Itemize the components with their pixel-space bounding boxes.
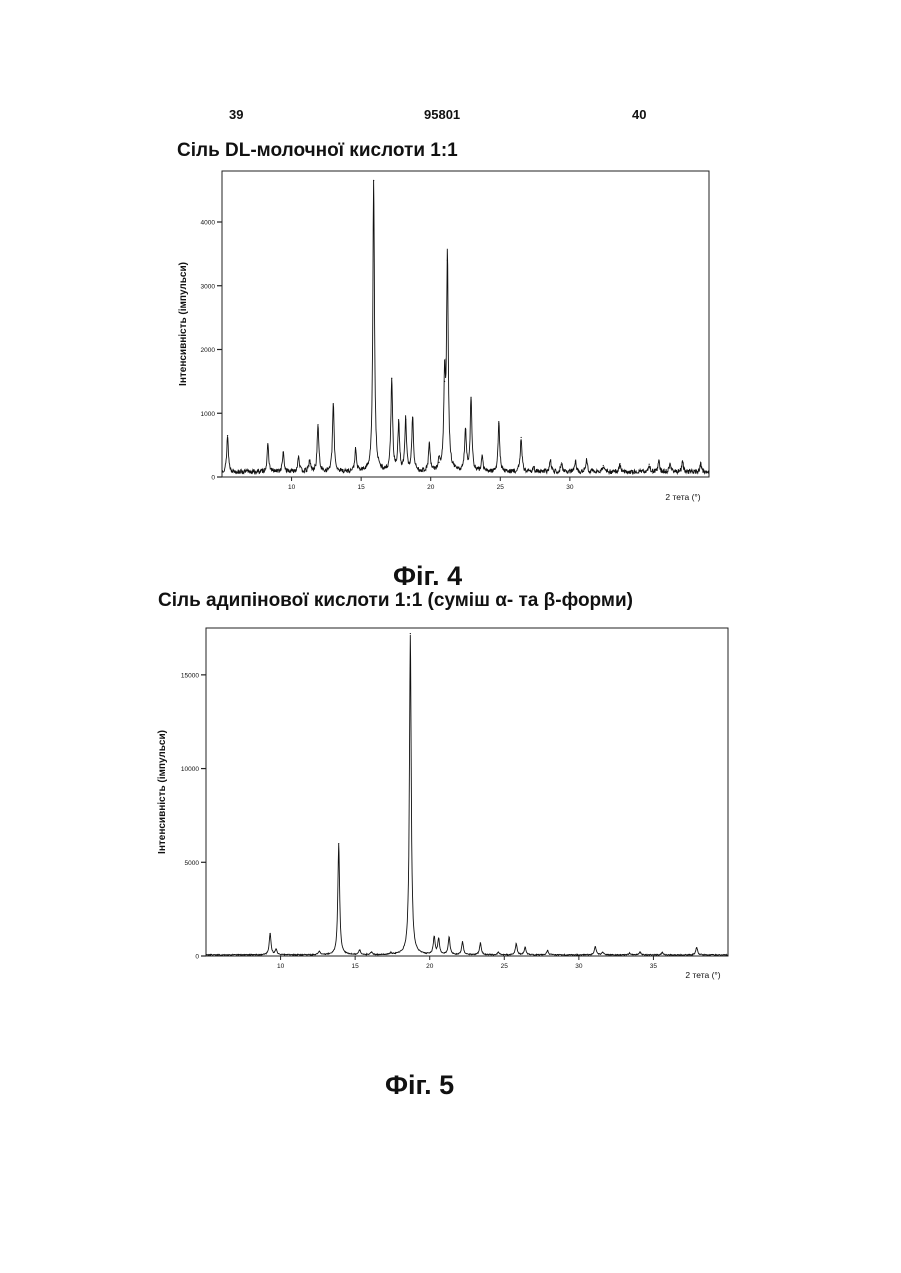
peak-point [639,952,640,953]
diffraction-trace [206,635,728,955]
y-tick-label: 10000 [181,766,199,773]
x-tick-label: 20 [426,963,434,970]
x-tick-label: 10 [277,963,285,970]
peak-point [449,937,450,938]
x-tick-label: 25 [501,963,509,970]
x-tick-label: 15 [352,963,360,970]
peak-point [595,946,596,947]
peak-point [629,953,630,954]
peak-point [434,937,435,938]
peak-point [516,943,517,944]
y-axis-label: Інтенсивність (імпульси) [157,730,168,854]
peak-point [359,950,360,951]
fig5-caption: Фіг. 5 [385,1070,454,1101]
peak-point [319,951,320,952]
peak-point [602,952,603,953]
plot-frame [206,628,728,956]
peak-point [547,950,548,951]
peak-point [410,633,411,634]
peak-point [462,941,463,942]
peak-point [338,843,339,844]
y-tick-label: 15000 [181,672,199,679]
peak-point [696,947,697,948]
peak-point [275,949,276,950]
x-tick-label: 30 [575,963,583,970]
peak-point [371,952,372,953]
peak-point [498,952,499,953]
peak-point [480,942,481,943]
peak-point [662,952,663,953]
y-tick-label: 5000 [185,860,200,867]
x-tick-label: 35 [650,963,658,970]
peak-point [390,953,391,954]
x-axis-label: 2 тета (°) [685,970,720,980]
peak-point [525,947,526,948]
peak-point [438,939,439,940]
peak-point [270,933,271,934]
y-tick-label: 0 [195,954,199,961]
